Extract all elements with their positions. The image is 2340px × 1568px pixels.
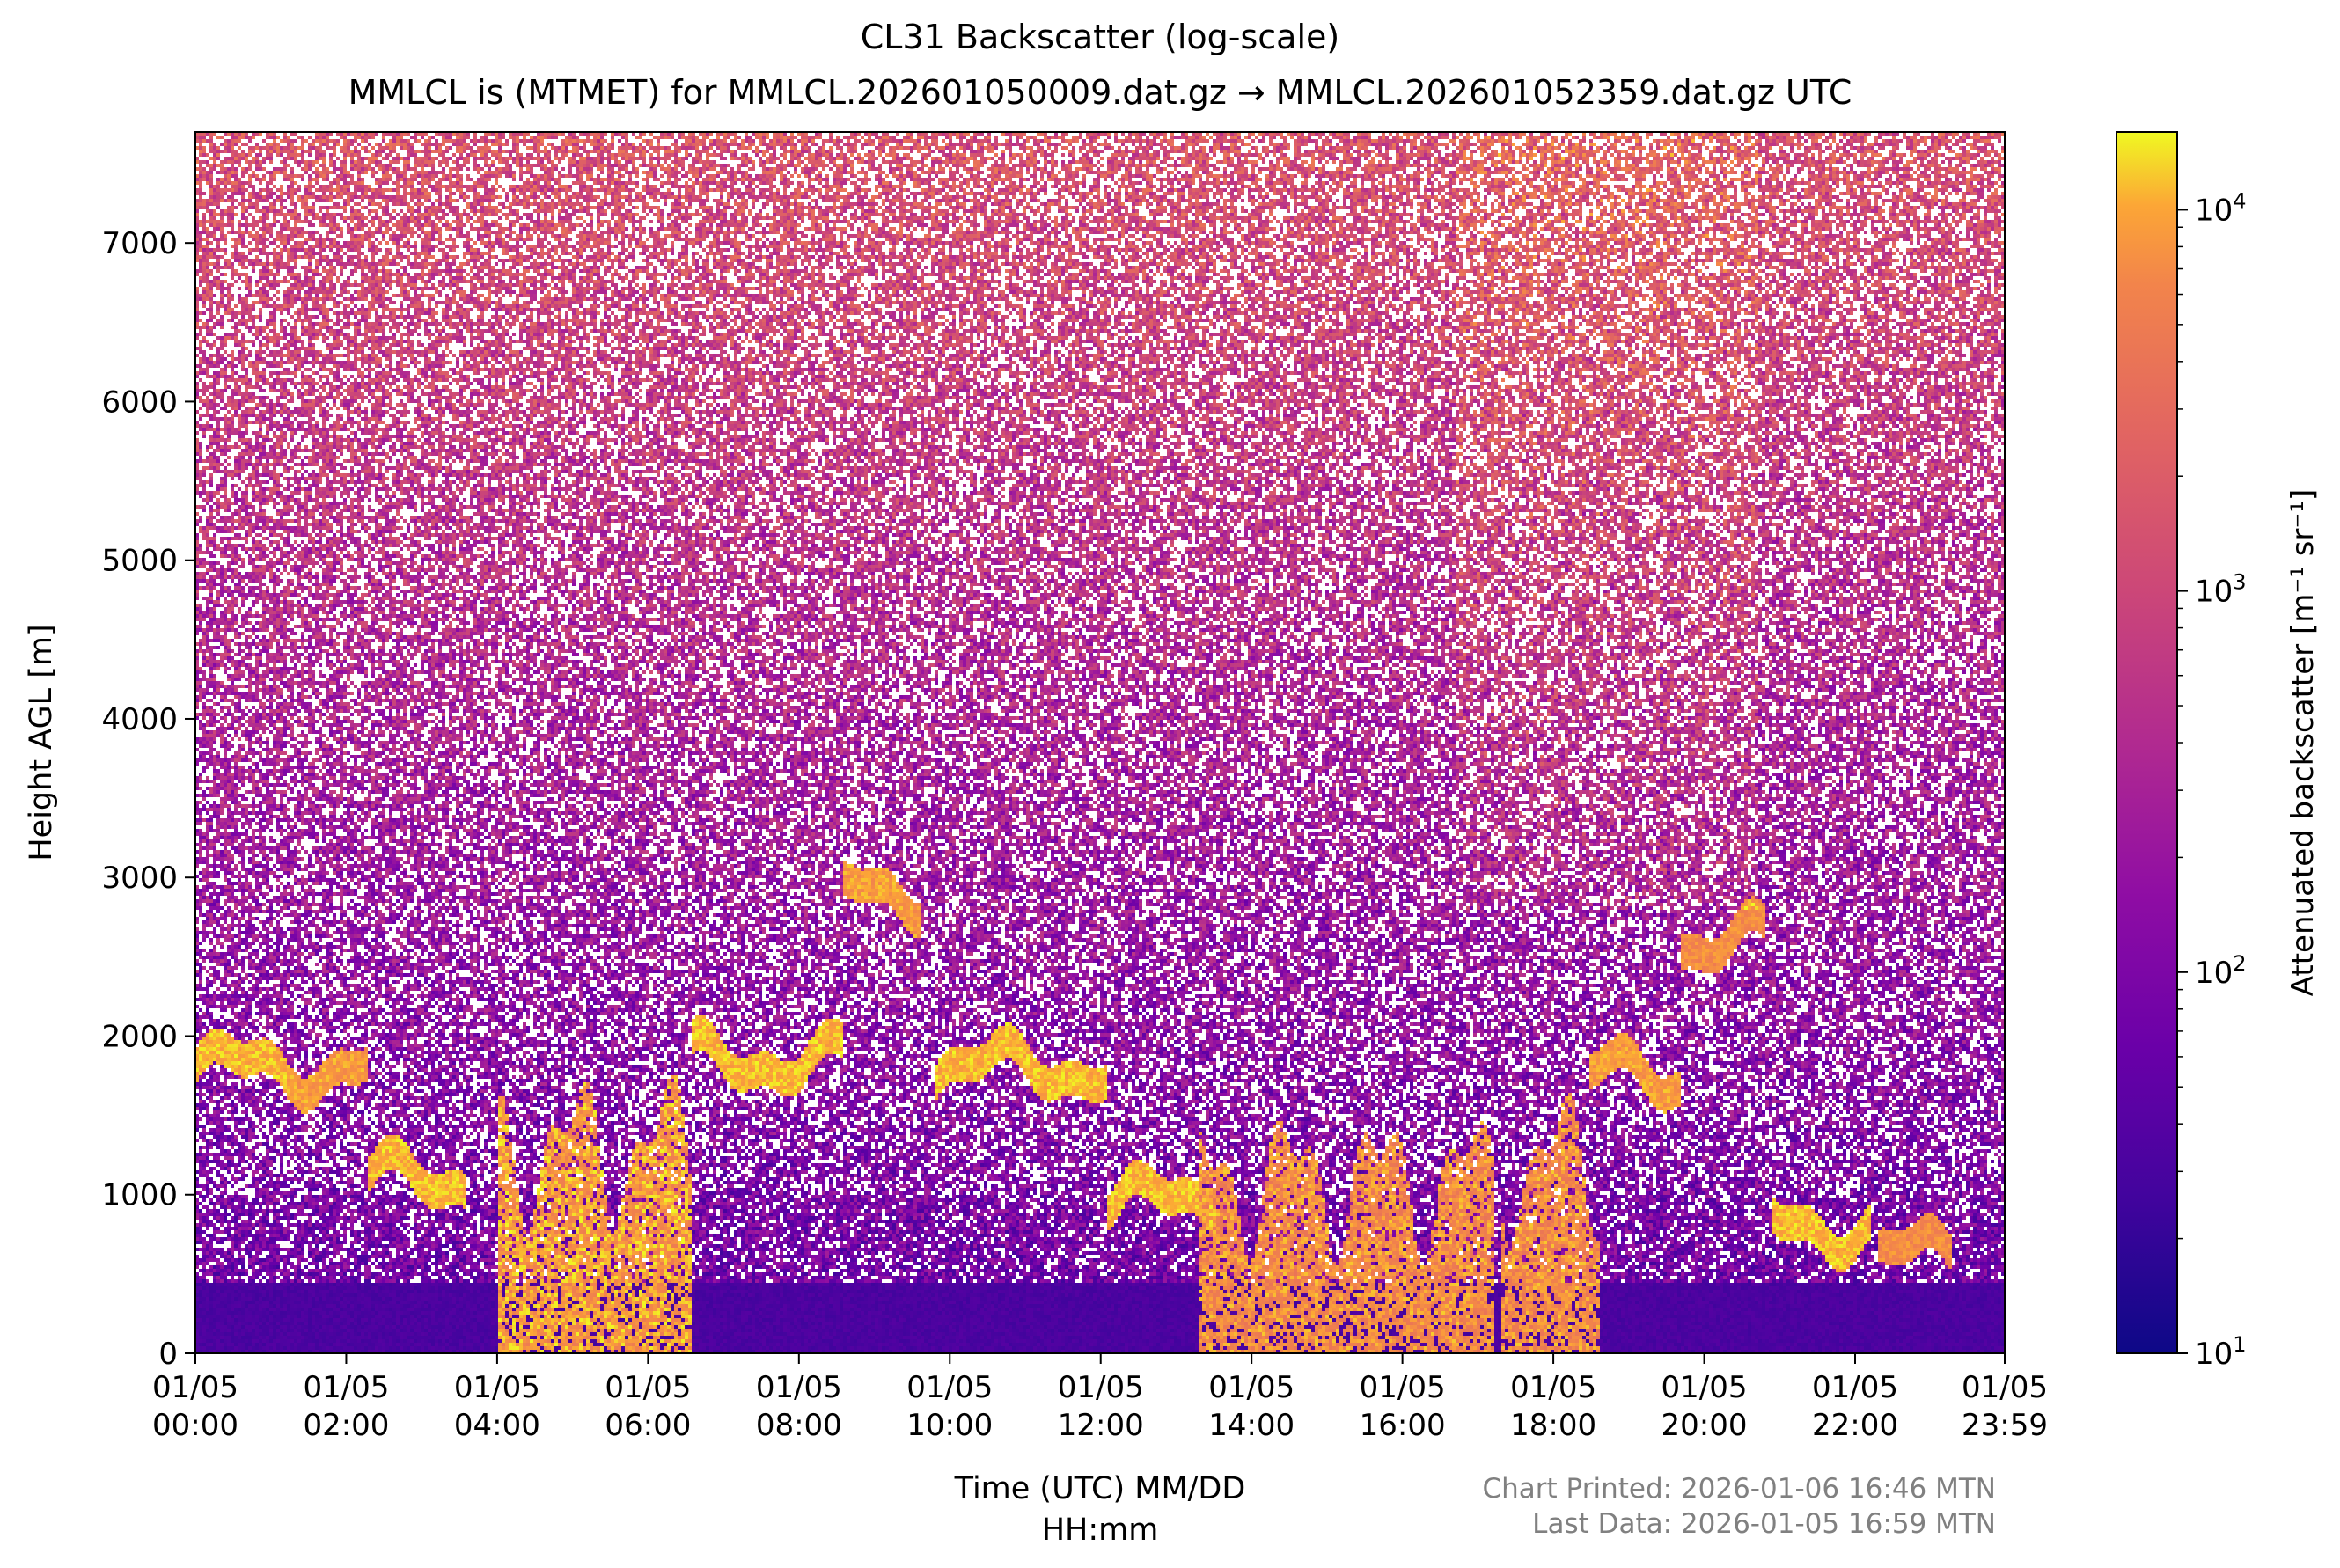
colorbar-tick-label: 103 bbox=[2195, 570, 2247, 610]
x-tick-label-time: 06:00 bbox=[605, 1408, 691, 1443]
x-tick-label-date: 01/05 bbox=[1510, 1370, 1596, 1405]
colorbar bbox=[2116, 131, 2178, 1354]
x-tick-label-date: 01/05 bbox=[152, 1370, 238, 1405]
x-tick-label-time: 23:59 bbox=[1962, 1408, 2048, 1443]
y-tick-label: 4000 bbox=[101, 702, 178, 737]
y-axis-label: Height AGL [m] bbox=[24, 624, 59, 861]
x-tick-label-time: 22:00 bbox=[1812, 1408, 1898, 1443]
chart-subtitle: MMLCL is (MTMET) for MMLCL.202601050009.… bbox=[348, 73, 1852, 112]
colorbar-label: Attenuated backscatter [m⁻¹ sr⁻¹] bbox=[2285, 489, 2321, 997]
x-tick-label-date: 01/05 bbox=[1058, 1370, 1144, 1405]
colorbar-ticks: 101 102 103 104 bbox=[2177, 188, 2247, 1372]
x-tick-label-date: 01/05 bbox=[1360, 1370, 1446, 1405]
colorbar-tick-label: 102 bbox=[2195, 951, 2247, 991]
y-tick-label: 2000 bbox=[101, 1019, 178, 1054]
x-tick-label-date: 01/05 bbox=[756, 1370, 842, 1405]
x-tick-label-date: 01/05 bbox=[1208, 1370, 1295, 1405]
x-tick-label-time: 12:00 bbox=[1058, 1408, 1144, 1443]
y-tick-label: 0 bbox=[158, 1337, 178, 1372]
y-tick-label: 3000 bbox=[101, 861, 178, 896]
x-tick-label-time: 02:00 bbox=[303, 1408, 389, 1443]
x-tick-label-time: 08:00 bbox=[756, 1408, 842, 1443]
x-tick-label-date: 01/05 bbox=[906, 1370, 993, 1405]
y-tick-label: 6000 bbox=[101, 385, 178, 420]
x-tick-label-time: 04:00 bbox=[454, 1408, 540, 1443]
x-tick-label-time: 20:00 bbox=[1661, 1408, 1748, 1443]
colorbar-tick-label: 104 bbox=[2195, 188, 2247, 228]
y-tick-label: 1000 bbox=[101, 1178, 178, 1213]
x-axis-label-line2: HH:mm bbox=[1042, 1513, 1159, 1548]
x-tick-label-date: 01/05 bbox=[1661, 1370, 1748, 1405]
x-axis-label-line1: Time (UTC) MM/DD bbox=[954, 1471, 1246, 1506]
x-tick-label-date: 01/05 bbox=[1812, 1370, 1898, 1405]
last-data-note: Last Data: 2026-01-05 16:59 MTN bbox=[1532, 1508, 1996, 1540]
x-tick-label-date: 01/05 bbox=[303, 1370, 389, 1405]
x-tick-label-date: 01/05 bbox=[605, 1370, 691, 1405]
y-tick-label: 5000 bbox=[101, 544, 178, 579]
x-tick-label-date: 01/05 bbox=[1962, 1370, 2048, 1405]
y-axis: 0 1000 2000 3000 4000 5000 6000 7000 bbox=[101, 226, 195, 1372]
x-axis: 01/0500:0001/0502:0001/0504:0001/0506:00… bbox=[152, 1353, 2048, 1443]
x-tick-label-time: 14:00 bbox=[1208, 1408, 1295, 1443]
x-tick-label-time: 00:00 bbox=[152, 1408, 238, 1443]
y-tick-label: 7000 bbox=[101, 226, 178, 261]
colorbar-tick-label: 101 bbox=[2195, 1332, 2247, 1372]
chart-title: CL31 Backscatter (log-scale) bbox=[861, 18, 1339, 56]
backscatter-heatmap bbox=[195, 132, 2005, 1353]
heatmap-area bbox=[195, 132, 2005, 1353]
chart-printed-note: Chart Printed: 2026-01-06 16:46 MTN bbox=[1483, 1473, 1996, 1505]
x-tick-label-time: 10:00 bbox=[906, 1408, 993, 1443]
x-tick-label-date: 01/05 bbox=[454, 1370, 540, 1405]
x-tick-label-time: 16:00 bbox=[1360, 1408, 1446, 1443]
x-tick-label-time: 18:00 bbox=[1510, 1408, 1596, 1443]
